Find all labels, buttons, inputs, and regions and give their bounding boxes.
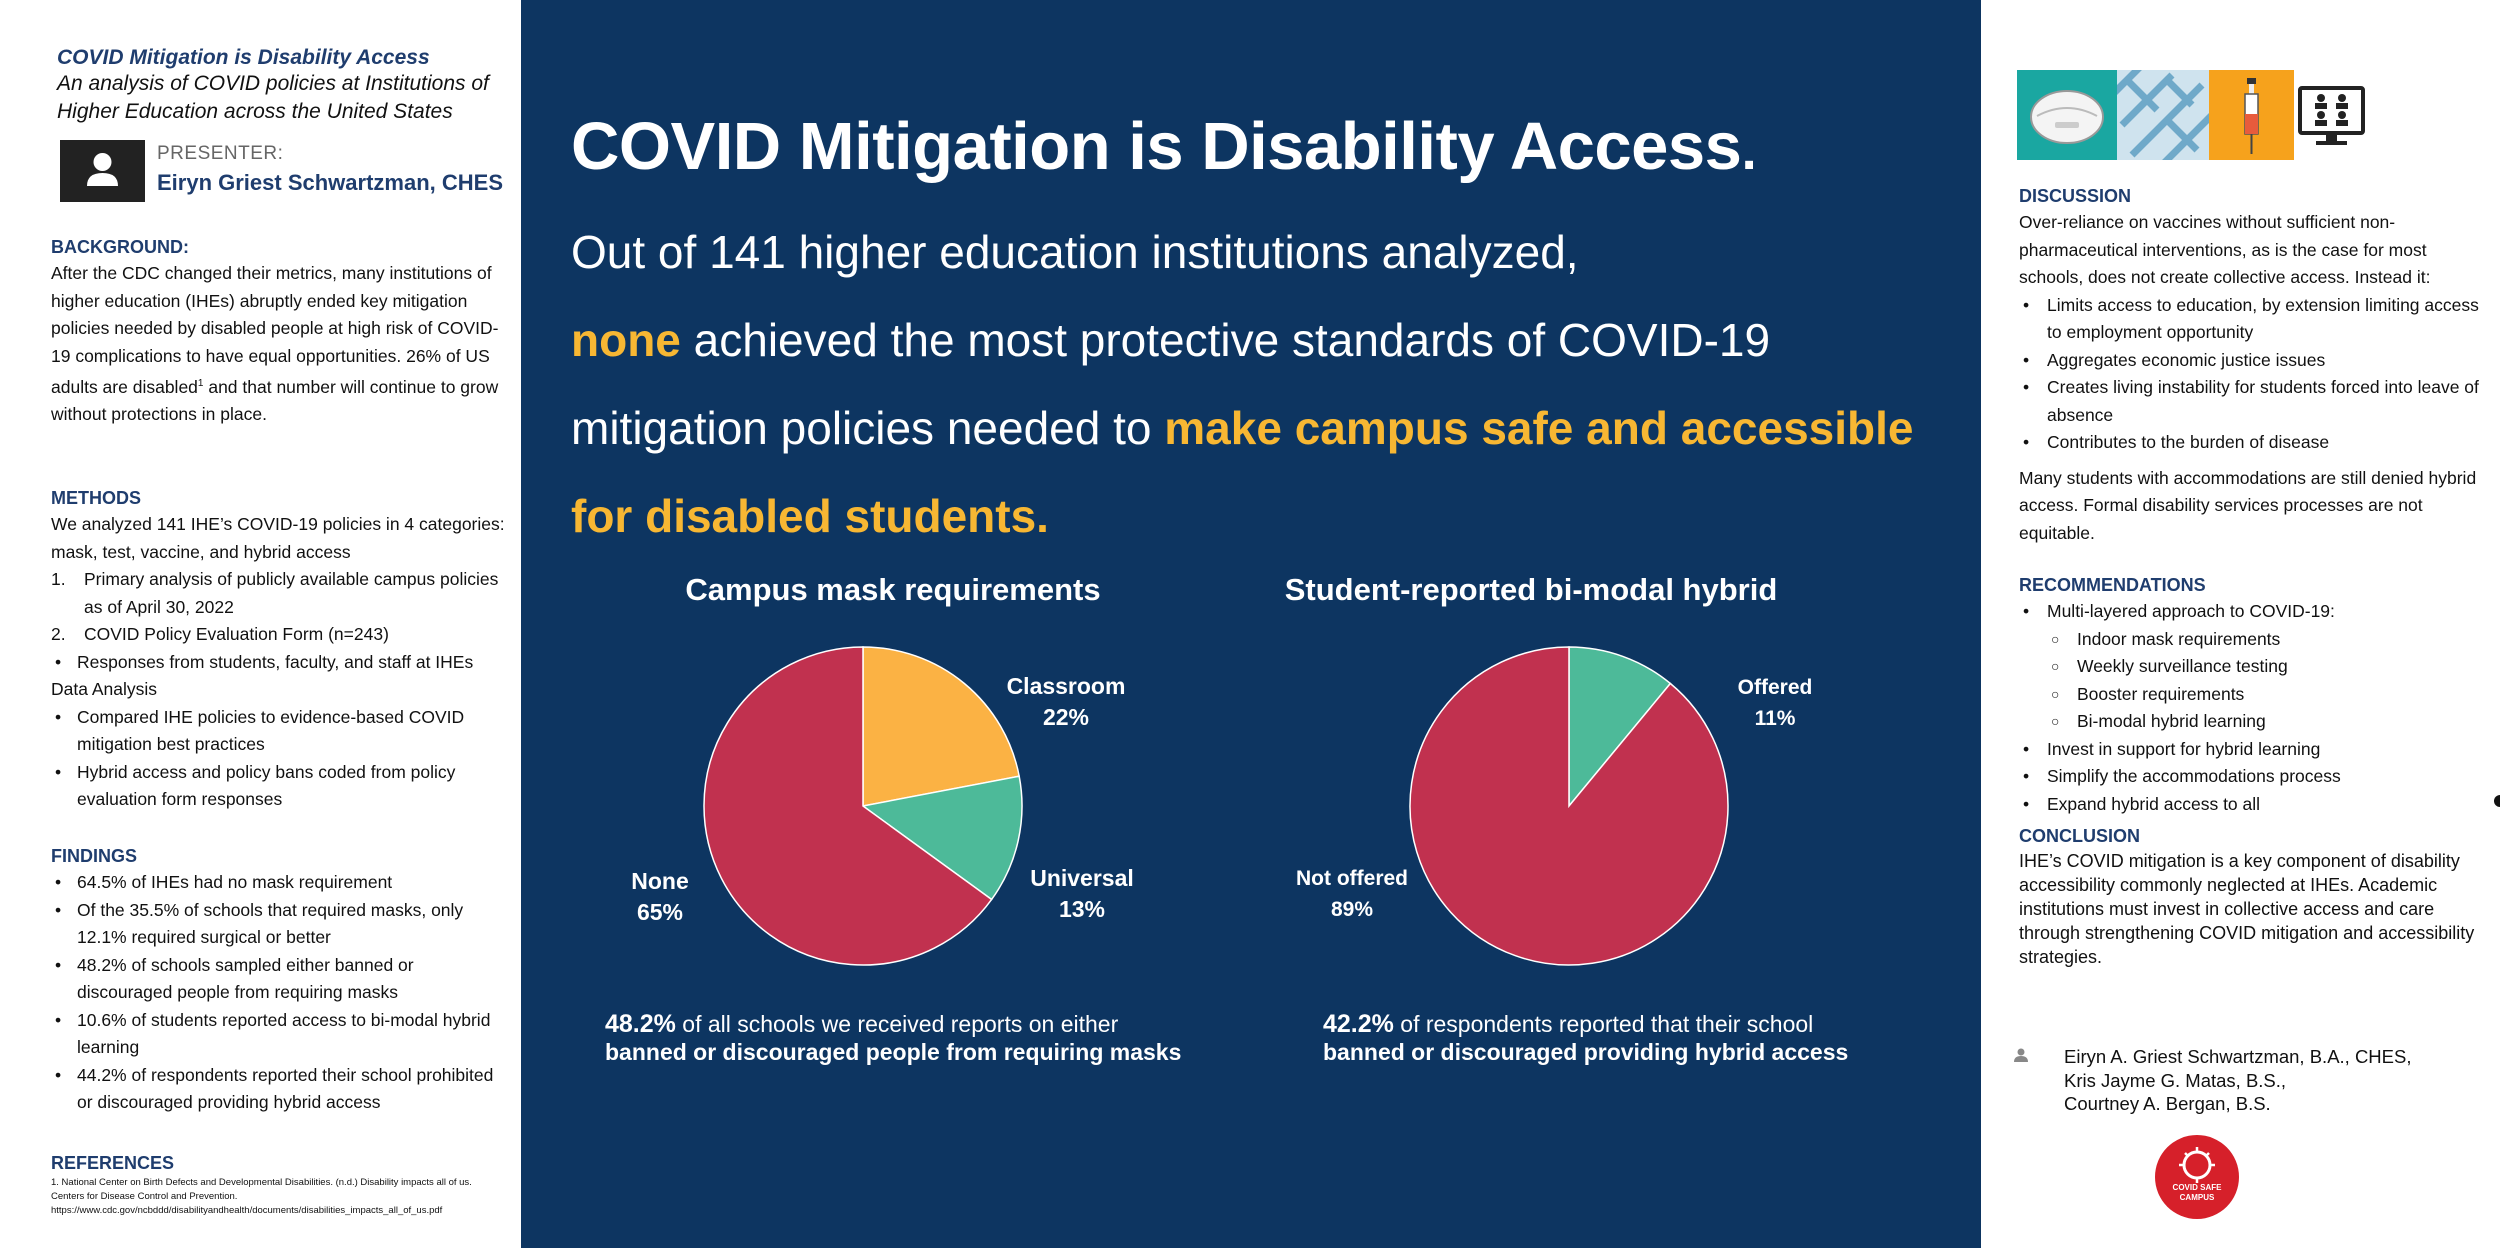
slice-value-offered: 11% [1755,707,1796,730]
video-call-icon [2294,70,2369,160]
references-heading: REFERENCES [51,1153,175,1173]
list-item: Of the 35.5% of schools that required ma… [51,897,506,952]
methods-bullet-list: Compared IHE policies to evidence-based … [51,704,506,814]
authors-icon [2014,1048,2028,1062]
list-item: Invest in support for hybrid learning [2019,736,2479,764]
author: Courtney A. Bergan, B.S. [2064,1093,2271,1114]
pie-slice-none [703,646,993,966]
presenter-label: PRESENTER: [157,143,284,164]
conclusion-heading: CONCLUSION [2019,826,2140,846]
list-item: Compared IHE policies to evidence-based … [51,704,506,759]
slice-value-universal: 13% [1059,896,1105,922]
recommendations-sub-list: Indoor mask requirements Weekly surveill… [2019,626,2479,736]
main-title: COVID Mitigation is Disability Access. [571,109,1757,184]
left-column: COVID Mitigation is Disability Access An… [0,0,521,1248]
discussion-outro: Many students with accommodations are st… [2019,467,2477,543]
list-item: Simplify the accommodations process [2019,763,2479,791]
slice-label-none: None [631,868,689,894]
list-item: 44.2% of respondents reported their scho… [51,1062,506,1117]
findings-section: FINDINGS 64.5% of IHEs had no mask requi… [51,843,506,1117]
pie-slice-universal [861,775,1023,901]
author: Eiryn A. Griest Schwartzman, B.A., CHES, [2064,1046,2412,1067]
list-item: Contributes to the burden of disease [2019,429,2479,457]
list-item: Creates living instability for students … [2019,374,2479,429]
right-column: DISCUSSION Over-reliance on vaccines wit… [1981,0,2500,1248]
list-item: 2. COVID Policy Evaluation Form (n=243) [51,624,389,644]
list-item: Limits access to education, by extension… [2019,292,2479,347]
slice-label-universal: Universal [1030,865,1134,891]
pie-slice-classroom [862,646,1021,807]
recommendations-list: Multi-layered approach to COVID-19: [2019,598,2479,626]
chart-caption-hybrid: 42.2% of respondents reported that their… [1323,1010,1849,1065]
authors-list: Eiryn A. Griest Schwartzman, B.A., CHES,… [2064,1045,2412,1116]
list-item: 10.6% of students reported access to bi-… [51,1007,506,1062]
list-item: Booster requirements [2019,681,2479,709]
findings-list: 64.5% of IHEs had no mask requirement Of… [51,869,506,1117]
logo-text: COVID SAFE CAMPUS [2172,1183,2222,1202]
discussion-intro: Over-reliance on vaccines without suffic… [2019,212,2431,287]
background-text: After the CDC changed their metrics, man… [51,263,499,425]
list-item: • Responses from students, faculty, and s… [55,651,474,672]
methods-numbered-list: 1. Primary analysis of publicly available… [51,566,506,649]
list-item: 1. Primary analysis of publicly available… [51,569,499,617]
vaccine-syringe-icon [2209,70,2294,160]
author: Kris Jayme G. Matas, B.S., [2064,1069,2287,1091]
presenter-avatar [60,140,145,202]
list-item: Bi-modal hybrid learning [2019,708,2479,736]
poster-subtitle: An analysis of COVID policies at Institu… [57,72,489,123]
center-panel: COVID Mitigation is Disability Access. O… [521,0,1981,1248]
list-item: 48.2% of schools sampled either banned o… [51,952,506,1007]
discussion-list: Limits access to education, by extension… [2019,292,2479,457]
slice-value-none: 65% [637,899,683,925]
background-heading: BACKGROUND: [51,237,189,257]
pie-charts: Classroom 22% Universal 13% None 65% Offered 11… [631,646,1813,966]
slice-label-classroom: Classroom [1007,673,1126,699]
slice-label-not-offered: Not offered [1296,867,1408,890]
claim-highlight: make campus safe and accessible for disa… [571,402,1914,542]
discussion-heading: DISCUSSION [2019,186,2132,206]
slice-value-not-offered: 89% [1331,898,1373,921]
main-claim: Out of 141 higher education institutions… [571,226,1914,542]
slice-value-classroom: 22% [1043,704,1089,730]
presenter-name: Eiryn Griest Schwartzman, CHES [157,170,503,195]
list-item: Hybrid access and policy bans coded from… [51,759,506,814]
references-section: REFERENCES [51,1150,506,1176]
discussion-section: DISCUSSION Over-reliance on vaccines wit… [2019,183,2479,547]
covid-safe-campus-logo: COVID SAFE CAMPUS [2155,1135,2239,1219]
background-section: BACKGROUND: After the CDC changed their … [51,234,506,429]
chart-title-hybrid: Student-reported bi-modal hybrid [1284,572,1778,607]
methods-intro: We analyzed 141 IHE’s COVID-19 policies … [51,514,505,562]
methods-section: METHODS We analyzed 141 IHE’s COVID-19 p… [51,485,506,814]
recommendations-section: RECOMMENDATIONS Multi-layered approach t… [2019,572,2479,818]
methods-heading: METHODS [51,488,141,508]
conclusion-text: IHE’s COVID mitigation is a key componen… [2019,851,2475,967]
list-item: Aggregates economic justice issues [2019,347,2479,375]
slice-label-offered: Offered [1738,676,1813,699]
pie-slice-not-offered [1409,646,1729,966]
list-item: Expand hybrid access to all [2019,791,2479,819]
list-item: Indoor mask requirements [2019,626,2479,654]
recommendations-heading: RECOMMENDATIONS [2019,575,2206,595]
references-text: 1. National Center on Birth Defects and … [51,1177,472,1216]
chart-title-mask: Campus mask requirements [685,572,1101,607]
findings-heading: FINDINGS [51,846,138,866]
data-analysis-label: Data Analysis [51,679,158,699]
decorative-dot [2494,795,2500,807]
pie-slice-offered [1568,646,1672,809]
n95-mask-icon [2017,70,2117,160]
poster-title: COVID Mitigation is Disability Access [57,46,430,69]
list-item: Weekly surveillance testing [2019,653,2479,681]
conclusion-section: CONCLUSION IHE’s COVID mitigation is a k… [2019,823,2479,969]
recommendations-list-2: Invest in support for hybrid learning Si… [2019,736,2479,819]
chart-caption-mask: 48.2% of all schools we received reports… [605,1010,1182,1065]
test-kits-icon [2109,62,2215,168]
person-icon [87,153,118,186]
list-item: 64.5% of IHEs had no mask requirement [51,869,506,897]
list-item: Multi-layered approach to COVID-19: [2019,598,2479,626]
claim-none: none [571,314,681,366]
